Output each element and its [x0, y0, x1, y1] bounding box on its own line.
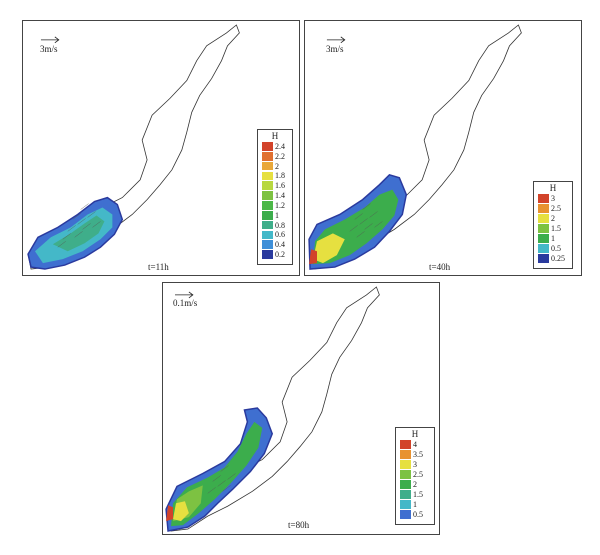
scale-arrow: [326, 36, 346, 44]
legend-label: 3: [551, 194, 555, 203]
flood-extent-red: [166, 505, 174, 522]
legend-label: 2.2: [275, 151, 285, 161]
legend-label: 1.6: [275, 181, 285, 191]
legend-swatch: [400, 470, 411, 479]
legend-swatch: [538, 234, 549, 243]
legend-label: 2.4: [275, 141, 285, 151]
legend-swatch: [538, 214, 549, 223]
scale-label: 3m/s: [40, 44, 58, 54]
legend-label: 0.5: [413, 510, 423, 519]
legend-label: 2: [275, 161, 279, 171]
scale-arrow: [40, 36, 60, 44]
legend-swatch: [538, 244, 549, 253]
map-panel-t11h: 3m/s t=11h H 2.4 2.2 2 1.8 1.6 1.4 1.2 1 0.8 0.6 0…: [22, 20, 300, 276]
legend: H 2.4 2.2 2 1.8 1.6 1.4 1.2 1 0.8 0.6 0.4 0.2: [257, 129, 293, 265]
legend-swatch: [538, 194, 549, 203]
legend-label: 1.5: [413, 490, 423, 499]
velocity-arrows: [207, 465, 236, 494]
legend-title: H: [271, 131, 279, 141]
legend-label: 0.5: [551, 244, 561, 253]
legend-swatch: [400, 490, 411, 499]
legend-label: 3: [413, 460, 417, 469]
flood-map-t80h: [165, 286, 380, 532]
legend-title: H: [549, 183, 557, 193]
legend-swatch: [262, 201, 273, 210]
legend-swatch: [262, 151, 273, 161]
legend-label: 3.5: [413, 450, 423, 459]
legend-swatch: [400, 460, 411, 469]
legend-swatch: [262, 161, 273, 171]
legend-label: 1: [551, 234, 555, 243]
time-label: t=11h: [148, 262, 169, 272]
legend-swatch: [262, 250, 273, 259]
legend-label: 2.5: [551, 204, 561, 213]
legend-swatch: [538, 204, 549, 213]
map-panel-t40h: 3m/s t=40h H 3 2.5 2 1.5 1 0.5 0.25: [304, 20, 582, 276]
scale-label: 3m/s: [326, 44, 344, 54]
legend-swatch: [262, 220, 273, 230]
legend-swatch: [262, 210, 273, 220]
legend-label: 0.2: [275, 250, 285, 260]
legend-label: 1.2: [275, 200, 285, 210]
time-label: t=80h: [288, 520, 310, 530]
legend-swatch: [262, 142, 273, 151]
legend: H 4 3.5 3 2.5 2 1.5 1 0.5: [395, 427, 435, 525]
flood-extent-green: [52, 215, 105, 252]
legend-label: 0.6: [275, 230, 285, 240]
legend-label: 1: [275, 210, 279, 220]
legend-swatch: [400, 510, 411, 519]
legend-label: 1.5: [551, 224, 561, 233]
time-label: t=40h: [429, 262, 451, 272]
velocity-arrows: [349, 203, 383, 238]
flood-extent-red: [309, 249, 317, 265]
legend-label: 1.4: [275, 191, 285, 201]
legend-swatch: [262, 181, 273, 191]
legend-label: 4: [413, 440, 417, 449]
legend-label: 0.4: [275, 240, 285, 250]
legend-label: 2.5: [413, 470, 423, 479]
legend-title: H: [411, 429, 419, 439]
flood-extent-yellow: [173, 501, 189, 522]
legend-swatch: [538, 254, 549, 263]
legend-swatch: [400, 480, 411, 489]
scale-arrow: [175, 291, 194, 299]
legend-label: 0.25: [551, 254, 565, 263]
legend-label: 1: [413, 500, 417, 509]
scale-label: 0.1m/s: [173, 298, 198, 308]
flood-extent-yellow: [313, 233, 345, 264]
map-panel-t80h: 0.1m/s t=80h H 4 3.5 3 2.5 2 1.5 1 0.5: [162, 282, 440, 535]
legend-swatch: [262, 171, 273, 181]
legend-label: 0.8: [275, 220, 285, 230]
legend-swatch: [400, 440, 411, 449]
legend: H 3 2.5 2 1.5 1 0.5 0.25: [533, 181, 573, 269]
flood-map-t11h: [27, 24, 240, 270]
legend-label: 2: [413, 480, 417, 489]
legend-swatch: [400, 500, 411, 509]
legend-swatch: [262, 240, 273, 250]
legend-swatch: [400, 450, 411, 459]
legend-swatch: [262, 191, 273, 200]
legend-swatch: [262, 230, 273, 240]
velocity-arrows: [57, 203, 101, 248]
legend-label: 2: [551, 214, 555, 223]
legend-label: 1.8: [275, 171, 285, 181]
flood-map-t40h: [308, 24, 522, 270]
legend-swatch: [538, 224, 549, 233]
